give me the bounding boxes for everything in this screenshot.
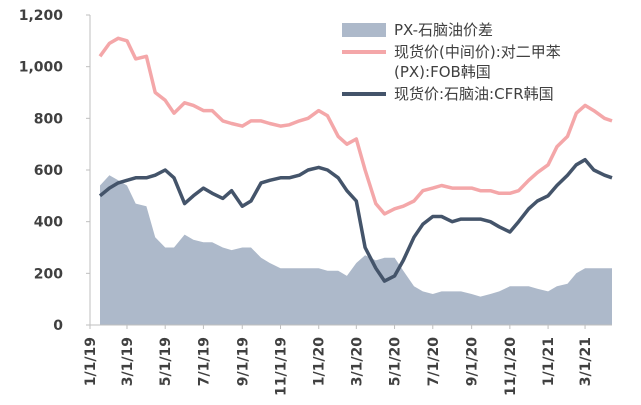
y-tick-label: 0: [53, 318, 63, 334]
y-tick-label: 400: [34, 215, 63, 231]
legend-label: 现货价(中间价):对二甲苯(PX):FOB韩国: [394, 43, 561, 81]
x-tick-label: 3/1/19: [120, 337, 136, 386]
legend-label: 现货价:石脑油:CFR韩国: [394, 85, 554, 103]
x-tick-label: 3/1/20: [349, 337, 365, 386]
x-tick-label: 5/1/20: [388, 337, 404, 386]
x-tick-label: 11/1/20: [503, 337, 519, 396]
legend-item: PX-石脑油价差: [342, 20, 622, 40]
legend-key: [342, 42, 386, 62]
legend-item: 现货价:石脑油:CFR韩国: [342, 84, 622, 104]
x-tick-label: 1/1/20: [312, 337, 328, 386]
y-tick-label: 200: [34, 266, 63, 282]
x-tick-label: 1/1/21: [541, 337, 557, 386]
y-tick-label: 800: [34, 111, 63, 127]
legend-label: PX-石脑油价差: [394, 21, 493, 39]
legend: PX-石脑油价差现货价(中间价):对二甲苯(PX):FOB韩国现货价:石脑油:C…: [342, 20, 622, 106]
x-tick-label: 7/1/20: [426, 337, 442, 386]
x-tick-label: 11/1/19: [274, 337, 290, 396]
area: [100, 175, 612, 325]
x-tick-label: 7/1/19: [196, 337, 212, 386]
x-tick-label: 9/1/20: [465, 337, 481, 386]
x-tick-label: 9/1/19: [235, 337, 251, 386]
y-tick-label: 1,200: [19, 8, 64, 24]
y-tick-label: 600: [34, 163, 63, 179]
line: [98, 157, 613, 283]
y-tick-label: 1,000: [19, 60, 64, 76]
x-tick-label: 5/1/19: [158, 337, 174, 386]
legend-key: [342, 84, 386, 104]
legend-key: [342, 20, 386, 40]
x-tick-label: 1/1/19: [83, 337, 99, 386]
line: [98, 36, 613, 216]
x-tick-label: 3/1/21: [578, 337, 594, 386]
legend-item: 现货价(中间价):对二甲苯(PX):FOB韩国: [342, 42, 622, 82]
